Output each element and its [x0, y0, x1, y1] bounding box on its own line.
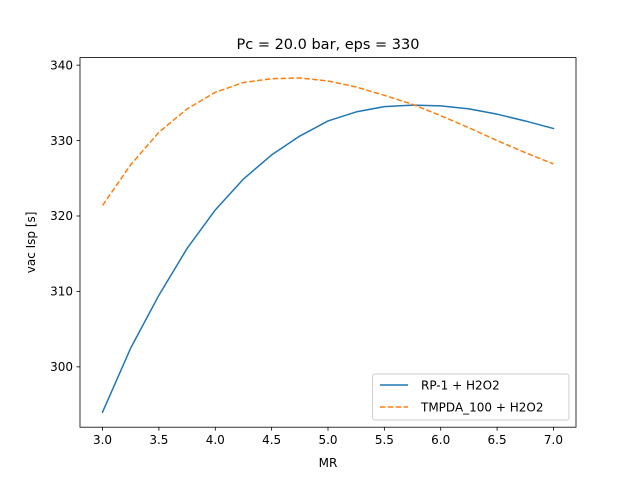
legend-label-rp1-h2o2: RP-1 + H2O2 — [421, 379, 500, 393]
legend-box — [372, 373, 570, 421]
x-tick-label: 5.5 — [375, 433, 394, 447]
x-tick-label: 6.5 — [488, 433, 507, 447]
series-layer — [101, 77, 555, 414]
y-axis-title: vac Isp [s] — [24, 212, 38, 274]
x-tick-label: 5.0 — [318, 433, 337, 447]
x-tick-label: 3.0 — [93, 433, 112, 447]
y-tick-label: 310 — [50, 285, 73, 299]
y-axis-ticks: 300 310 320 330 340 — [50, 58, 80, 374]
x-tick-label: 6.0 — [431, 433, 450, 447]
series-line-1 — [101, 77, 554, 206]
chart-title: Pc = 20.0 bar, eps = 330 — [237, 37, 420, 53]
x-tick-label: 4.5 — [262, 433, 281, 447]
legend: RP-1 + H2O2 TMPDA_100 + H2O2 — [372, 373, 570, 421]
legend-label-tmpda100-h2o2: TMPDA_100 + H2O2 — [420, 401, 543, 415]
y-tick-label: 340 — [50, 58, 73, 72]
y-tick-label: 300 — [50, 360, 73, 374]
x-tick-label: 4.0 — [206, 433, 225, 447]
series-line-0 — [101, 104, 555, 414]
x-axis-title: MR — [319, 456, 338, 470]
y-tick-label: 330 — [50, 134, 73, 148]
x-tick-label: 7.0 — [544, 433, 563, 447]
x-tick-label: 3.5 — [149, 433, 168, 447]
x-axis-ticks: 3.0 3.5 4.0 4.5 5.0 5.5 6.0 6.5 7.0 — [93, 427, 563, 447]
y-tick-label: 320 — [50, 209, 73, 223]
